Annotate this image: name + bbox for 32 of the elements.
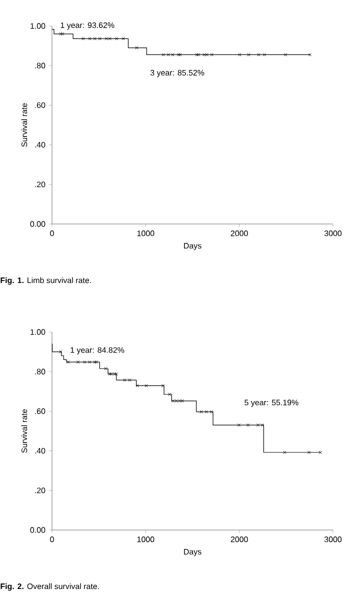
point (174, 399, 178, 403)
point (307, 450, 311, 454)
point (176, 53, 180, 56)
point (238, 53, 242, 56)
point (283, 450, 286, 454)
point (171, 399, 175, 403)
point (178, 399, 182, 403)
point (59, 32, 62, 36)
point (284, 53, 288, 56)
point (61, 32, 64, 36)
point (135, 46, 138, 50)
point (180, 399, 184, 403)
point (161, 384, 165, 388)
point (104, 37, 108, 40)
point (257, 53, 260, 56)
point (237, 423, 241, 427)
point (262, 53, 266, 56)
point (178, 53, 182, 56)
point (122, 37, 125, 40)
point (114, 37, 118, 40)
point (247, 53, 250, 56)
point (104, 366, 108, 370)
point (66, 360, 70, 364)
point (136, 384, 139, 388)
point (76, 360, 80, 364)
point (168, 392, 172, 396)
point (108, 37, 112, 40)
point (246, 423, 250, 427)
point (144, 384, 148, 388)
point (59, 350, 62, 354)
point (81, 37, 85, 40)
point (202, 53, 206, 56)
